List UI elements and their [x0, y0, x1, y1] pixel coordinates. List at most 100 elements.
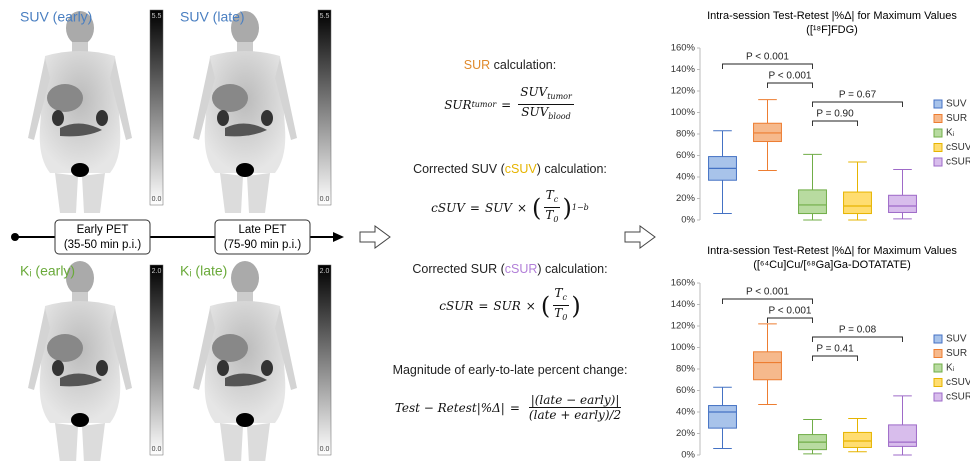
pet-image — [193, 261, 297, 461]
chart-title: Intra-session Test-Retest |%Δ| for Maxim… — [707, 245, 957, 257]
p-value: P = 0.90 — [816, 109, 854, 120]
formula-part: × — [526, 299, 536, 313]
scale-min: 0.0 — [152, 446, 162, 453]
heading-part: Corrected SUR ( — [412, 262, 504, 276]
heading-part: cSUV — [505, 162, 537, 176]
heading: Corrected SUR (cSUR) calculation: — [390, 262, 630, 276]
heading-part: SUR — [464, 58, 490, 72]
heading-part: cSUR — [505, 262, 538, 276]
legend-label: cSUV — [946, 377, 970, 388]
p-value: P = 0.41 — [816, 344, 854, 355]
formula-part: ( — [532, 196, 541, 220]
formula-part: SUVblood — [519, 105, 572, 124]
y-tick-label: 100% — [671, 342, 696, 353]
formula-part: = — [501, 98, 511, 112]
box — [844, 432, 872, 447]
panel-label: SUV (early) — [20, 9, 92, 25]
bracket — [723, 64, 813, 69]
formula-part: tumor — [472, 100, 497, 109]
legend-swatch — [934, 335, 942, 343]
legend-label: SUV — [946, 99, 967, 110]
heading-part: Magnitude of early-to-late percent chang… — [393, 363, 628, 377]
legend-swatch — [934, 379, 942, 387]
legend-label: SUR — [946, 348, 967, 359]
page-body: SUV (early) 5.5 0.0 SUV (late) 5.5 0.0 Kᵢ (ear… — [0, 0, 970, 461]
formula: Test − Retest|%Δ| = |(late − early)|(late… — [390, 393, 630, 422]
formula-part: SUV — [485, 201, 512, 215]
formula-part: T — [546, 188, 554, 202]
heading-part: ) calculation: — [537, 162, 607, 176]
formula-part: SUV — [520, 85, 547, 99]
formula-part: ( — [541, 294, 550, 318]
chart-subtitle: ([⁶⁴Cu]Cu/[⁶⁸Ga]Ga-DOTATATE) — [753, 259, 911, 271]
formula-part: T0 — [543, 208, 560, 227]
panel-label: SUV (late) — [180, 9, 245, 25]
y-tick-label: 0% — [681, 215, 695, 226]
formula-part: = — [510, 401, 520, 415]
timeline-title: Late PET — [239, 224, 287, 236]
bracket — [768, 83, 813, 88]
y-tick-label: 20% — [676, 428, 696, 439]
legend-swatch — [934, 115, 942, 123]
legend-swatch — [934, 393, 942, 401]
y-tick-label: 140% — [671, 64, 696, 75]
formula-part: |(late − early)| — [529, 393, 622, 408]
legend-swatch — [934, 364, 942, 372]
box — [844, 192, 872, 214]
legend-label: cSUR — [946, 392, 970, 403]
pet-image — [193, 11, 297, 213]
legend-swatch — [934, 144, 942, 152]
chart-subtitle: ([¹⁸F]FDG) — [806, 24, 858, 36]
formula-part: cSUR — [439, 299, 473, 313]
panel-label: Kᵢ (early) — [20, 263, 75, 279]
formula-part: Tc — [544, 188, 561, 208]
formula-part: Tc — [553, 286, 570, 306]
formula-part: ) — [571, 294, 580, 318]
formula-part: 0 — [562, 313, 567, 322]
scale-max: 2.0 — [320, 268, 330, 275]
formula-part: T — [555, 286, 563, 300]
formula-part: c — [554, 195, 558, 204]
formula-part: 0 — [553, 215, 558, 224]
scale-min: 0.0 — [152, 196, 162, 203]
formula-part: c — [563, 293, 567, 302]
legend-label: cSUV — [946, 142, 970, 153]
y-tick-label: 100% — [671, 107, 696, 118]
flow-arrow — [360, 226, 390, 248]
timeline-arrow — [333, 232, 344, 242]
y-tick-label: 80% — [676, 129, 696, 140]
pet-image — [28, 261, 132, 461]
p-value: P < 0.001 — [769, 306, 812, 317]
box — [889, 195, 917, 212]
y-tick-label: 60% — [676, 150, 696, 161]
y-tick-label: 160% — [671, 43, 696, 54]
colorbar — [150, 265, 163, 455]
box — [709, 406, 737, 429]
timeline-title: Early PET — [77, 224, 129, 236]
bracket — [813, 121, 858, 126]
y-tick-label: 60% — [676, 385, 696, 396]
timeline-window: (75-90 min p.i.) — [224, 239, 302, 251]
scale-max: 5.5 — [320, 13, 330, 20]
legend-swatch — [934, 100, 942, 108]
formula-part: Test − Retest|%Δ| — [395, 401, 505, 415]
formula-part: SUVtumor — [518, 85, 574, 105]
formula-part: |(late − early)|(late + early)/2 — [527, 393, 623, 422]
scale-min: 0.0 — [320, 196, 330, 203]
formula-part: SUV — [521, 105, 548, 119]
formula-part: SUR — [493, 299, 520, 313]
heading: Corrected SUV (cSUV) calculation: — [390, 162, 630, 176]
heading-part: ) calculation: — [537, 262, 607, 276]
y-tick-label: 20% — [676, 193, 696, 204]
timeline-window: (35-50 min p.i.) — [64, 239, 142, 251]
y-tick-label: 160% — [671, 278, 696, 289]
heading-part: calculation: — [490, 58, 556, 72]
scale-max: 5.5 — [152, 13, 162, 20]
legend-swatch — [934, 129, 942, 137]
formula-part: = — [470, 201, 480, 215]
bracket — [768, 318, 813, 323]
p-value: P < 0.001 — [746, 52, 789, 63]
